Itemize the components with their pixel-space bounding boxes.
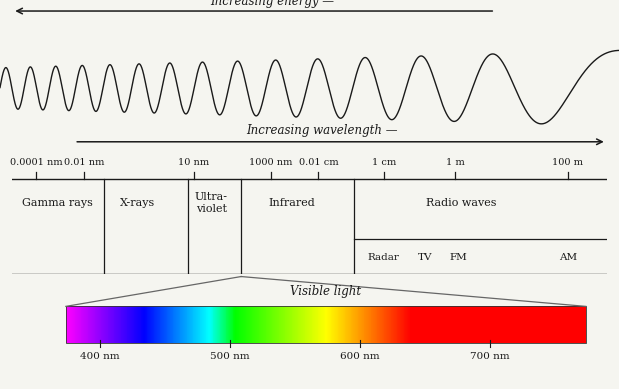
Text: TV: TV	[418, 253, 433, 262]
Text: Ultra-
violet: Ultra- violet	[195, 192, 228, 214]
Text: Gamma rays: Gamma rays	[22, 198, 92, 208]
Text: Increasing energy —: Increasing energy —	[210, 0, 334, 8]
Text: 0.0001 nm: 0.0001 nm	[10, 158, 63, 168]
Text: 0.01 cm: 0.01 cm	[298, 158, 338, 168]
Text: 10 nm: 10 nm	[178, 158, 209, 168]
Text: Radar: Radar	[368, 253, 400, 262]
Text: 100 m: 100 m	[553, 158, 584, 168]
Text: 1 cm: 1 cm	[371, 158, 396, 168]
Text: 500 nm: 500 nm	[210, 352, 249, 361]
Bar	[66, 307, 586, 343]
Text: X-rays: X-rays	[119, 198, 155, 208]
Text: 1 m: 1 m	[446, 158, 464, 168]
Text: 400 nm: 400 nm	[80, 352, 119, 361]
Text: 700 nm: 700 nm	[470, 352, 509, 361]
Text: Infrared: Infrared	[268, 198, 315, 208]
Text: Visible light: Visible light	[290, 285, 361, 298]
Text: Increasing wavelength —: Increasing wavelength —	[246, 124, 397, 137]
Text: 600 nm: 600 nm	[340, 352, 379, 361]
Text: AM: AM	[559, 253, 577, 262]
Text: FM: FM	[449, 253, 467, 262]
Text: 0.01 nm: 0.01 nm	[64, 158, 104, 168]
Text: Radio waves: Radio waves	[426, 198, 496, 208]
Text: 1000 nm: 1000 nm	[249, 158, 293, 168]
